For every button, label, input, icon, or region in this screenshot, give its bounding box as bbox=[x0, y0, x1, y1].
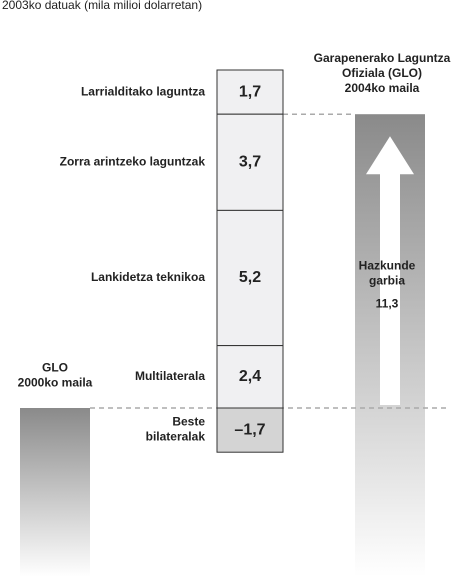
net-growth-label: Hazkunde garbia bbox=[359, 259, 416, 288]
value-label: –1,7 bbox=[234, 421, 265, 438]
end-label: Garapenerako Laguntza Ofiziala (GLO) 2004k… bbox=[314, 51, 451, 95]
category-label: Larrialditako laguntza bbox=[81, 84, 205, 98]
category-label: Multilaterala bbox=[135, 369, 205, 383]
value-label: 5,2 bbox=[239, 269, 261, 286]
segment bbox=[216, 209, 284, 347]
segment bbox=[216, 113, 284, 211]
subtitle: 2003ko datuak (mila milioi dolarretan) bbox=[2, 0, 202, 12]
category-label: Lankidetza teknikoa bbox=[91, 270, 205, 284]
segment bbox=[216, 407, 284, 453]
category-label: Beste bilateralak bbox=[146, 415, 206, 444]
value-label: 3,7 bbox=[239, 154, 261, 171]
net-growth-value: 11,3 bbox=[376, 296, 399, 310]
category-label: Zorra arintzeko laguntzak bbox=[60, 154, 206, 168]
start-bar bbox=[20, 408, 90, 577]
value-label: 2,4 bbox=[239, 368, 261, 385]
value-label: 1,7 bbox=[239, 83, 261, 100]
start-label: GLO 2000ko maila bbox=[18, 361, 93, 390]
arrow bbox=[366, 136, 414, 405]
segment bbox=[216, 69, 284, 115]
segment bbox=[216, 345, 284, 409]
